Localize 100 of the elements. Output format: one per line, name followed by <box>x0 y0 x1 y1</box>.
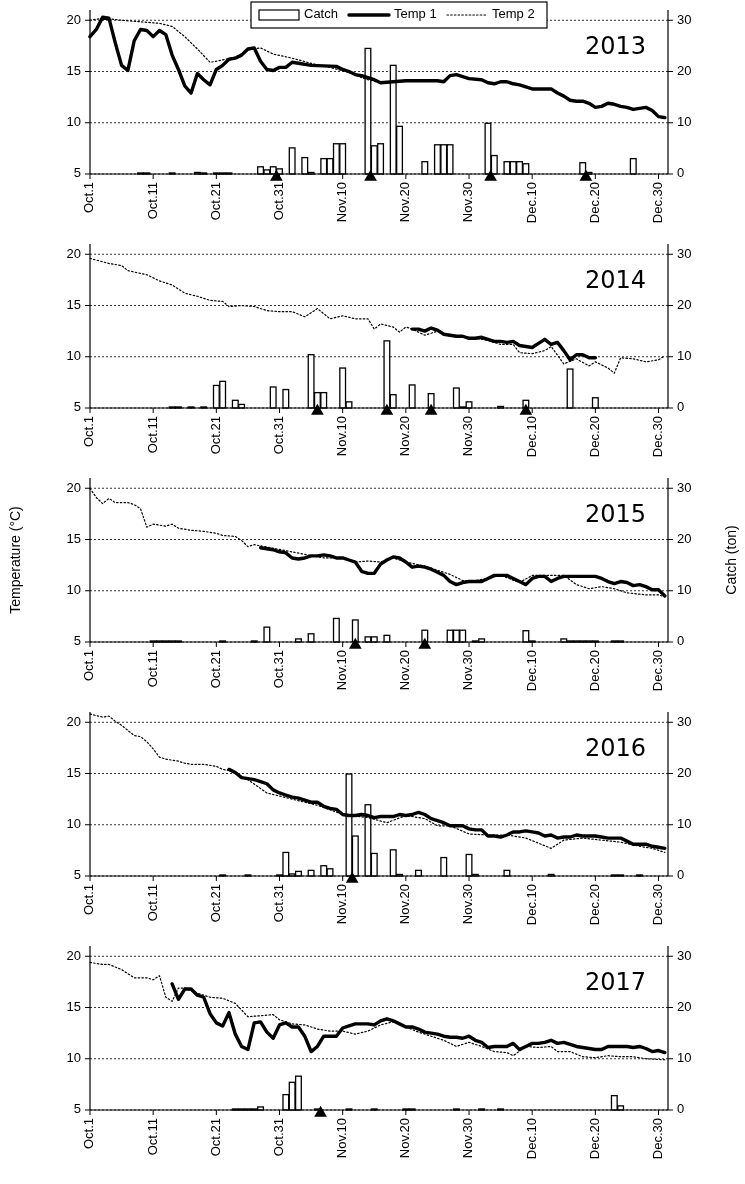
text: 2015 <box>584 500 646 528</box>
x-tick-label: Oct.31 <box>270 650 286 689</box>
x-tick-label: Dec.10 <box>523 650 539 692</box>
x-tick-label: Oct.21 <box>207 416 223 455</box>
y2-tick-label: 30 <box>677 713 692 729</box>
y2-tick-label: 0 <box>677 633 685 649</box>
y2-tick-label: 30 <box>677 245 692 261</box>
y2-tick-label: 20 <box>677 998 692 1014</box>
y-axis-title: Temperature (°C) <box>6 506 23 614</box>
y-tick-label: 5 <box>73 165 81 181</box>
legend-label: Temp 1 <box>394 6 437 22</box>
y2-tick-label: 0 <box>677 165 685 181</box>
y2-tick-label: 10 <box>677 1050 692 1066</box>
x-tick-label: Nov.30 <box>460 416 476 457</box>
y2-tick-label: 20 <box>677 62 692 78</box>
x-tick-label: Oct.11 <box>144 182 160 220</box>
y2-tick-label: 10 <box>677 114 692 130</box>
y2-tick-label: 20 <box>677 530 692 546</box>
x-tick-label: Dec.20 <box>586 182 602 224</box>
y-tick-label: 20 <box>66 947 81 963</box>
y-tick-label: 20 <box>66 245 81 261</box>
y-tick-label: 10 <box>66 816 81 832</box>
x-tick-label: Nov.20 <box>397 1118 413 1159</box>
x-tick-label: Dec.30 <box>649 1118 665 1160</box>
y2-tick-label: 20 <box>677 296 692 312</box>
x-tick-label: Oct.11 <box>144 650 160 688</box>
x-tick-label: Oct.1 <box>81 416 97 448</box>
x-tick-label: Nov.10 <box>334 650 350 691</box>
y-tick-label: 15 <box>66 62 81 78</box>
y-tick-label: 20 <box>66 11 81 27</box>
x-tick-label: Nov.30 <box>460 182 476 223</box>
y-tick-label: 10 <box>66 348 81 364</box>
y-tick-label: 10 <box>66 582 81 598</box>
y-tick-label: 10 <box>66 1050 81 1066</box>
y-tick-label: 20 <box>66 713 81 729</box>
x-tick-label: Nov.10 <box>334 182 350 223</box>
x-tick-label: Dec.20 <box>586 416 602 458</box>
x-tick-label: Oct.11 <box>144 884 160 922</box>
x-tick-label: Nov.10 <box>334 1118 350 1159</box>
x-tick-label: Oct.21 <box>207 650 223 689</box>
x-tick-label: Dec.10 <box>523 416 539 458</box>
y-tick-label: 20 <box>66 479 81 495</box>
x-tick-label: Dec.20 <box>586 884 602 926</box>
x-tick-label: Dec.30 <box>649 182 665 224</box>
x-tick-label: Dec.30 <box>649 416 665 458</box>
y-tick-label: 5 <box>73 867 81 883</box>
x-tick-label: Dec.10 <box>523 1118 539 1160</box>
legend-label: Catch <box>304 6 338 22</box>
y2-tick-label: 30 <box>677 11 692 27</box>
x-tick-label: Oct.1 <box>81 182 97 214</box>
x-tick-label: Oct.1 <box>81 884 97 916</box>
text: 2016 <box>584 734 646 762</box>
y2-tick-label: 30 <box>677 479 692 495</box>
legend-label: Temp 2 <box>492 6 535 22</box>
x-tick-label: Oct.31 <box>270 884 286 923</box>
x-tick-label: Oct.11 <box>144 416 160 454</box>
y2-tick-label: 30 <box>677 947 692 963</box>
x-tick-label: Nov.10 <box>334 884 350 925</box>
x-tick-label: Oct.21 <box>207 884 223 923</box>
x-tick-label: Dec.10 <box>523 884 539 926</box>
x-tick-label: Dec.30 <box>649 650 665 692</box>
y-tick-label: 5 <box>73 399 81 415</box>
x-tick-label: Oct.31 <box>270 182 286 221</box>
x-tick-label: Dec.20 <box>586 650 602 692</box>
y2-tick-label: 0 <box>677 867 685 883</box>
text: 2014 <box>584 266 646 294</box>
x-tick-label: Dec.10 <box>523 182 539 224</box>
x-tick-label: Oct.21 <box>207 182 223 221</box>
x-tick-label: Oct.31 <box>270 416 286 455</box>
text: 2017 <box>584 968 646 996</box>
x-tick-label: Oct.21 <box>207 1118 223 1157</box>
x-tick-label: Nov.30 <box>460 1118 476 1159</box>
y-tick-label: 5 <box>73 633 81 649</box>
y2-tick-label: 10 <box>677 582 692 598</box>
y-tick-label: 15 <box>66 296 81 312</box>
x-tick-label: Nov.10 <box>334 416 350 457</box>
y2-tick-label: 10 <box>677 816 692 832</box>
y2-tick-label: 0 <box>677 399 685 415</box>
x-tick-label: Dec.20 <box>586 1118 602 1160</box>
y2-tick-label: 10 <box>677 348 692 364</box>
x-tick-label: Oct.1 <box>81 1118 97 1150</box>
y-tick-label: 10 <box>66 114 81 130</box>
x-tick-label: Nov.30 <box>460 884 476 925</box>
y-tick-label: 15 <box>66 998 81 1014</box>
x-tick-label: Oct.31 <box>270 1118 286 1157</box>
x-tick-label: Oct.11 <box>144 1118 160 1156</box>
y2-axis-title: Catch (ton) <box>722 525 739 595</box>
x-tick-label: Nov.20 <box>397 650 413 691</box>
x-tick-label: Nov.20 <box>397 884 413 925</box>
y2-tick-label: 0 <box>677 1101 685 1117</box>
x-tick-label: Nov.20 <box>397 416 413 457</box>
x-tick-label: Nov.30 <box>460 650 476 691</box>
text: 2013 <box>584 32 646 60</box>
y-tick-label: 15 <box>66 764 81 780</box>
y-tick-label: 15 <box>66 530 81 546</box>
y2-tick-label: 20 <box>677 764 692 780</box>
x-tick-label: Nov.20 <box>397 182 413 223</box>
x-tick-label: Dec.30 <box>649 884 665 926</box>
x-tick-label: Oct.1 <box>81 650 97 682</box>
y-tick-label: 5 <box>73 1101 81 1117</box>
